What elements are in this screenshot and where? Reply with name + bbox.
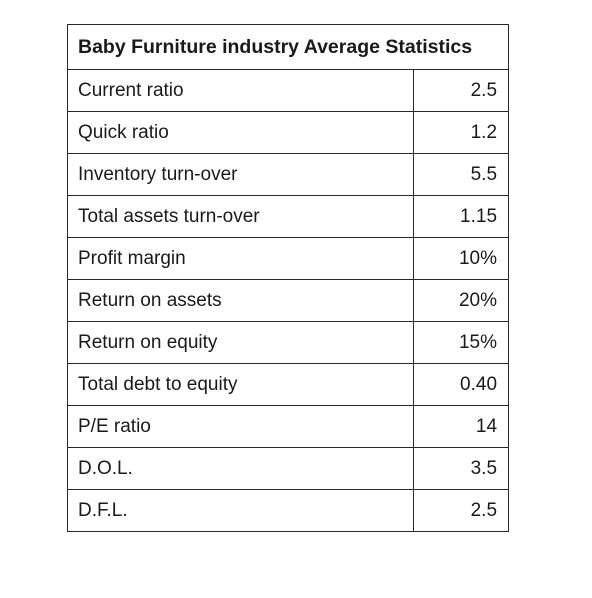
row-label: Current ratio [67, 69, 414, 112]
row-label: P/E ratio [67, 405, 414, 448]
table-header-row: Baby Furniture industry Average Statisti… [66, 24, 510, 70]
row-label: Quick ratio [67, 111, 414, 154]
row-label: D.O.L. [67, 447, 414, 490]
row-value: 10% [412, 237, 510, 280]
row-label: Return on assets [67, 279, 414, 322]
row-label: Return on equity [67, 321, 414, 364]
table-row: Return on assets 20% [67, 279, 510, 322]
row-label: Total assets turn-over [67, 195, 414, 238]
row-value: 20% [412, 279, 510, 322]
row-value: 3.5 [412, 447, 510, 490]
row-value: 14 [412, 405, 510, 448]
row-value: 2.5 [412, 69, 510, 112]
row-label: Profit margin [67, 237, 414, 280]
table-row: Profit margin 10% [67, 237, 510, 280]
table-row: Current ratio 2.5 [67, 69, 510, 112]
table-row: D.O.L. 3.5 [67, 447, 510, 490]
row-label: Total debt to equity [67, 363, 414, 406]
table-row: D.F.L. 2.5 [67, 489, 510, 532]
table-row: Return on equity 15% [67, 321, 510, 364]
table-row: Inventory turn-over 5.5 [67, 153, 510, 196]
table-title: Baby Furniture industry Average Statisti… [66, 24, 510, 70]
row-value: 2.5 [412, 489, 510, 532]
row-value: 1.15 [412, 195, 510, 238]
row-label: Inventory turn-over [67, 153, 414, 196]
table-row: P/E ratio 14 [67, 405, 510, 448]
industry-statistics-table: Baby Furniture industry Average Statisti… [66, 24, 510, 532]
table-row: Total debt to equity 0.40 [67, 363, 510, 406]
row-value: 1.2 [412, 111, 510, 154]
table-row: Total assets turn-over 1.15 [67, 195, 510, 238]
row-value: 0.40 [412, 363, 510, 406]
row-value: 15% [412, 321, 510, 364]
row-value: 5.5 [412, 153, 510, 196]
table-row: Quick ratio 1.2 [67, 111, 510, 154]
row-label: D.F.L. [67, 489, 414, 532]
